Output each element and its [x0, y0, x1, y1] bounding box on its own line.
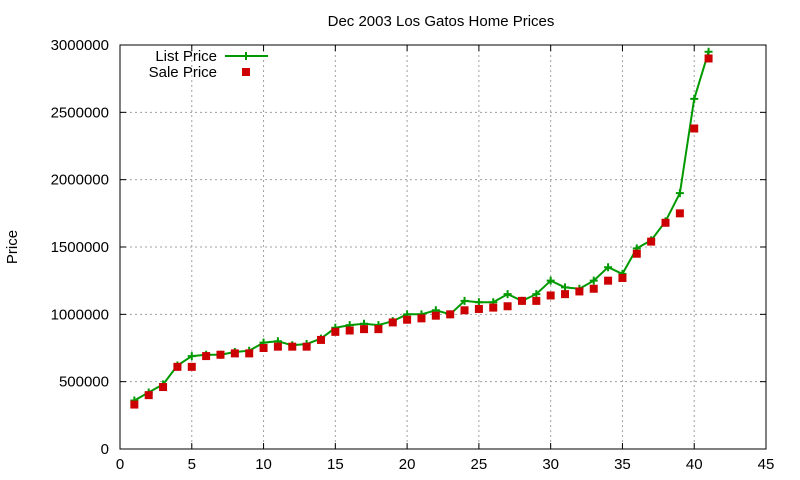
data-point: [130, 400, 139, 409]
y-tick-label: 1500000: [51, 239, 109, 256]
data-point: [460, 306, 469, 315]
data-point: [159, 383, 168, 392]
data-point: [460, 296, 469, 305]
data-point: [245, 349, 254, 358]
grid: [120, 45, 766, 449]
data-point: [474, 304, 483, 313]
data-point: [374, 325, 383, 334]
x-tick-label: 30: [542, 456, 559, 473]
data-point: [360, 325, 369, 334]
legend: List Price Sale Price: [149, 48, 268, 81]
x-axis-ticks: 0 5 10 15 20 25 30 35 40 45: [116, 45, 775, 473]
data-point: [517, 296, 526, 305]
data-point: [546, 291, 555, 300]
data-point: [331, 327, 340, 336]
series-sale-price: [130, 54, 713, 409]
x-tick-label: 0: [116, 456, 124, 473]
data-point: [561, 283, 570, 292]
data-point: [704, 54, 713, 63]
data-point: [618, 273, 627, 282]
data-point: [446, 310, 455, 319]
legend-label-sale-price: Sale Price: [149, 64, 217, 81]
data-point: [675, 209, 684, 218]
data-point: [273, 342, 282, 351]
y-tick-label: 2000000: [51, 172, 109, 189]
data-point: [187, 362, 196, 371]
data-point: [561, 290, 570, 299]
x-tick-label: 15: [327, 456, 344, 473]
data-point: [661, 218, 670, 227]
data-point: [704, 47, 713, 56]
x-tick-label: 10: [255, 456, 272, 473]
y-tick-label: 3000000: [51, 37, 109, 54]
data-point: [647, 237, 656, 246]
data-point: [202, 352, 211, 361]
legend-marker-sale-price: [242, 68, 250, 76]
data-point: [388, 318, 397, 327]
data-point: [288, 342, 297, 351]
y-axis-ticks: 0 500000 1000000 1500000 2000000 2500000 30000…: [51, 37, 766, 458]
data-point: [474, 298, 483, 307]
y-tick-label: 1000000: [51, 306, 109, 323]
data-point: [690, 124, 699, 133]
data-point: [575, 287, 584, 296]
data-point: [632, 249, 641, 258]
data-point: [302, 342, 311, 351]
data-point: [589, 284, 598, 293]
data-point: [675, 189, 684, 198]
legend-label-list-price: List Price: [155, 48, 217, 65]
data-point: [216, 350, 225, 359]
series-layer: [130, 47, 713, 409]
data-point: [403, 315, 412, 324]
data-point: [546, 276, 555, 285]
y-tick-label: 500000: [59, 374, 109, 391]
data-point: [345, 326, 354, 335]
data-point: [187, 352, 196, 361]
data-point: [503, 302, 512, 311]
data-point: [589, 276, 598, 285]
data-point: [144, 391, 153, 400]
legend-marker-list-price: [242, 52, 250, 60]
x-tick-label: 35: [614, 456, 631, 473]
x-tick-label: 40: [686, 456, 703, 473]
data-point: [316, 335, 325, 344]
data-point: [604, 263, 613, 272]
data-point: [230, 349, 239, 358]
y-tick-label: 2500000: [51, 104, 109, 121]
x-tick-label: 5: [188, 456, 196, 473]
x-tick-label: 20: [399, 456, 416, 473]
x-tick-label: 25: [471, 456, 488, 473]
data-point: [431, 311, 440, 320]
x-tick-label: 45: [758, 456, 775, 473]
data-point: [489, 303, 498, 312]
data-point: [503, 290, 512, 299]
data-point: [690, 94, 699, 103]
data-point: [417, 314, 426, 323]
data-point: [173, 362, 182, 371]
data-point: [532, 296, 541, 305]
y-tick-label: 0: [101, 441, 109, 458]
data-point: [532, 290, 541, 299]
data-point: [604, 276, 613, 285]
data-point: [259, 344, 268, 352]
chart-title: Dec 2003 Los Gatos Home Prices: [328, 13, 555, 30]
y-axis-label: Price: [4, 230, 21, 264]
